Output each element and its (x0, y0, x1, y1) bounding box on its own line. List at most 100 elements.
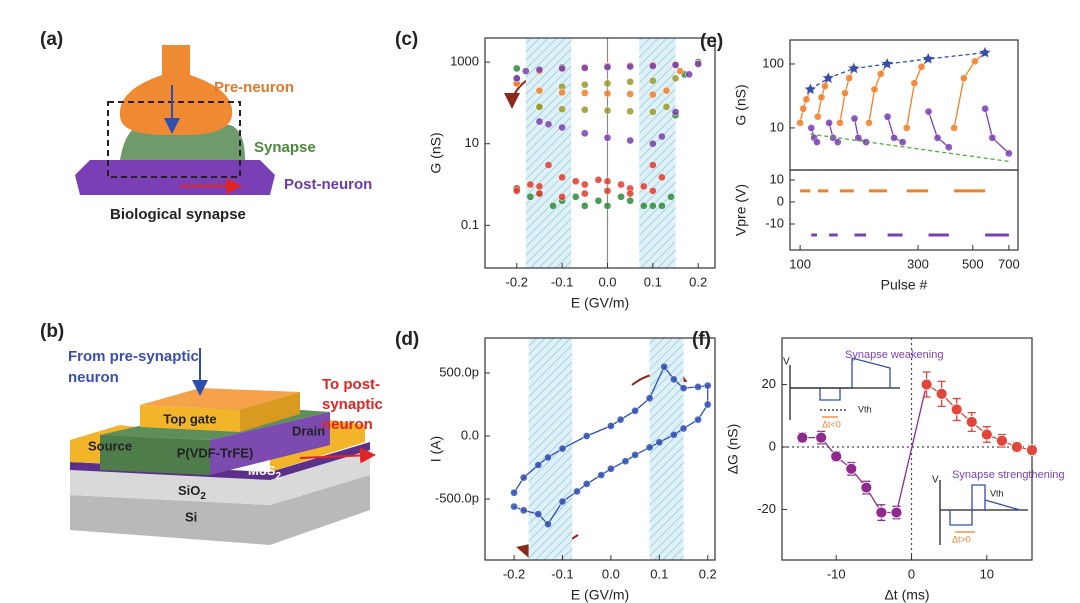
inset-label: Δt<0 (822, 419, 841, 429)
data-point (558, 173, 566, 182)
data-point (535, 189, 544, 198)
data-point (850, 114, 859, 123)
data-point (571, 192, 580, 201)
si-layer (70, 475, 370, 545)
inset-strengthening (939, 480, 1028, 545)
data-point (649, 186, 657, 195)
inset-label: Δt>0 (952, 534, 971, 544)
data-point (603, 177, 612, 186)
data-point (649, 202, 657, 210)
data-point (817, 93, 826, 102)
data-point (1026, 444, 1038, 456)
data-point (558, 64, 566, 73)
inset-label: Synapse strengthening (952, 469, 1065, 481)
data-point (910, 79, 919, 88)
data-point (649, 108, 657, 116)
series-line (817, 77, 829, 117)
y-tick-label: 10 (770, 171, 784, 186)
data-point (580, 189, 589, 198)
data-point (580, 202, 589, 210)
label: Si (185, 509, 197, 524)
star-point (804, 83, 817, 95)
data-point (534, 461, 543, 469)
series-line (868, 63, 888, 124)
data-point (950, 403, 963, 416)
data-point (815, 431, 828, 444)
data-point (830, 450, 843, 463)
data-point (890, 133, 898, 142)
panel-label: (e) (700, 31, 723, 52)
data-point (836, 119, 844, 127)
series-line (839, 68, 855, 124)
label: Source (88, 438, 132, 453)
shaded-band (649, 338, 684, 560)
data-point (995, 434, 1008, 447)
data-point (649, 90, 657, 99)
data-point (1005, 149, 1013, 158)
x-tick-label: -0.2 (503, 566, 525, 581)
data-point (626, 90, 635, 98)
data-point (580, 80, 589, 89)
series-line (809, 52, 986, 90)
data-point (649, 76, 657, 85)
data-point (510, 488, 518, 497)
data-point (658, 132, 666, 141)
channel (210, 412, 330, 475)
data-point (603, 79, 612, 88)
data-point (510, 502, 518, 511)
y-tick-label: -10 (765, 215, 784, 230)
y-axis-label: G (nS) (733, 84, 749, 125)
data-point (631, 406, 639, 415)
caption: Biological synapse (110, 206, 246, 223)
series-line (799, 89, 811, 124)
shaded-band (525, 38, 572, 268)
gate-front (140, 405, 240, 432)
data-point (607, 464, 615, 473)
data-point (544, 520, 552, 529)
data-point (544, 453, 552, 462)
x-tick-label: 0.2 (699, 566, 717, 581)
data-point (603, 133, 612, 142)
data-point (935, 387, 948, 400)
plot-frame (789, 39, 1019, 171)
data-point (626, 77, 635, 86)
label: Post-neuron (284, 176, 372, 193)
data-point (971, 57, 979, 66)
data-point (512, 64, 521, 73)
label: neuron (68, 369, 119, 386)
data-point (617, 180, 625, 189)
label: Top gate (163, 411, 216, 426)
data-point (645, 443, 654, 452)
data-point (981, 104, 989, 113)
panel-label: (a) (40, 29, 63, 50)
data-point (945, 143, 953, 152)
y-tick-label: 1000 (450, 54, 479, 69)
panel-label: (b) (40, 321, 64, 342)
ferro-front (100, 435, 210, 475)
series-line (810, 133, 1009, 163)
data-point (898, 138, 907, 146)
data-point (603, 63, 612, 72)
plot-frame (789, 169, 1019, 251)
data-point (626, 196, 635, 205)
data-point (631, 451, 639, 459)
diagram-b: (b) From pre-synaptic neuron To post- sy… (40, 321, 383, 545)
label: SiO2 (178, 483, 206, 501)
data-point (558, 105, 566, 114)
data-point (534, 510, 543, 518)
x-tick-label: 0 (908, 566, 915, 581)
data-point (594, 196, 603, 205)
y-tick-label: 0 (777, 193, 784, 208)
data-point (671, 108, 680, 116)
plot-frame (781, 337, 1033, 561)
data-point (796, 119, 804, 127)
x-tick-label: 0.2 (689, 274, 707, 289)
y-tick-label: 0.0 (461, 427, 479, 442)
data-point (607, 422, 615, 430)
data-point (679, 424, 688, 433)
data-point (933, 133, 942, 142)
series-line (906, 58, 929, 129)
label: To post- (322, 376, 380, 393)
data-point (662, 86, 671, 95)
